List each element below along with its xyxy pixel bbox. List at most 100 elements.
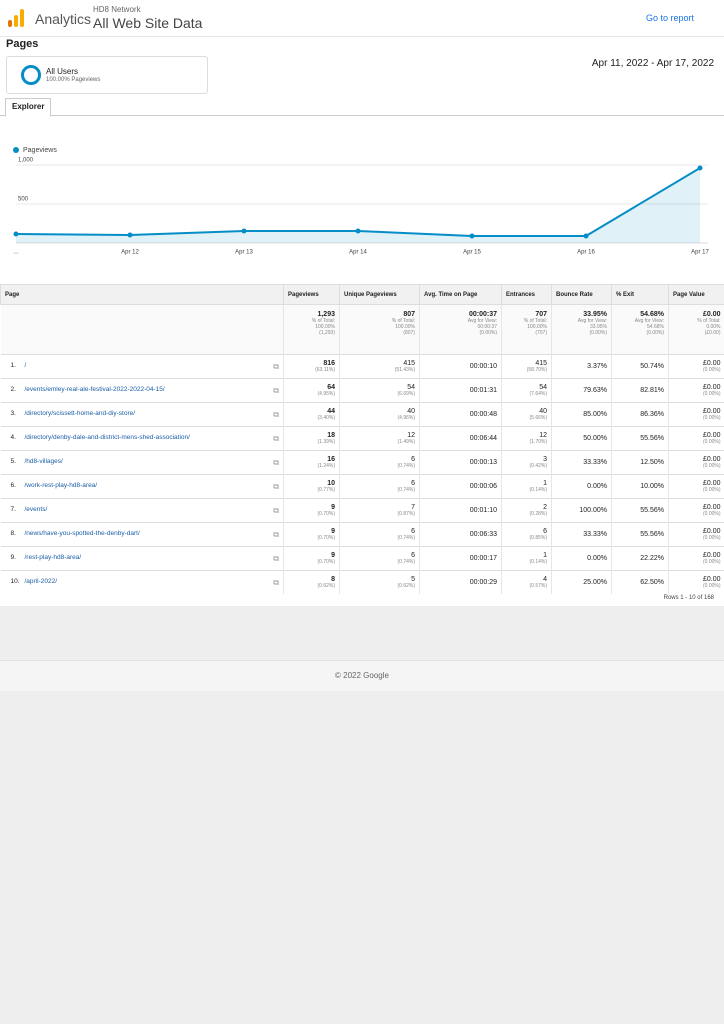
page-link[interactable]: /hd8-villages/	[24, 457, 63, 465]
page-link[interactable]: /directory/scissett-home-and-diy-store/	[24, 409, 136, 417]
cell-detail: (0.14%)	[529, 559, 547, 565]
cell: £0.00 (0.00%)	[668, 426, 724, 451]
column-header[interactable]: Pageviews	[283, 284, 340, 305]
open-icon[interactable]: ⧉	[273, 553, 279, 563]
cell: £0.00% of Total: 0.00% (£0.00)	[668, 304, 724, 355]
cell: 1. / ⧉	[0, 354, 284, 379]
cell-value: 00:00:29	[469, 579, 497, 586]
page-link[interactable]: /rest-play-hd8-area/	[24, 553, 82, 561]
cell-value: 1	[543, 552, 547, 559]
cell-value: 7	[411, 504, 415, 511]
column-header[interactable]: Avg. Time on Page	[419, 284, 502, 305]
open-icon[interactable]: ⧉	[273, 385, 279, 395]
open-icon[interactable]: ⧉	[273, 409, 279, 419]
segment-card[interactable]: All Users 100.00% Pageviews	[6, 56, 208, 94]
pagination: Rows 1 - 10 of 168	[663, 595, 714, 601]
cell: £0.00 (0.00%)	[668, 402, 724, 427]
page-link[interactable]: /news/have-you-spotted-the-denby-dart/	[24, 529, 140, 537]
cell: 1 (0.14%)	[501, 474, 552, 499]
cell-value: 44	[327, 408, 335, 415]
property-name[interactable]: All Web Site Data	[93, 15, 203, 31]
totals-row: 1,293% of Total: 100.00% (1,293) 807% of To…	[0, 304, 724, 355]
cell-value: 00:00:10	[469, 363, 497, 370]
point	[241, 228, 247, 234]
page-link[interactable]: /april-2022/	[24, 577, 58, 585]
column-header[interactable]: Unique Pageviews	[339, 284, 420, 305]
cell-value: 4	[543, 576, 547, 583]
total-detail: (707)	[535, 330, 547, 336]
cell: £0.00 (0.00%)	[668, 522, 724, 547]
cell: 40 (4.96%)	[339, 402, 420, 427]
cell: 00:00:37 Avg for View: 00:00:37 (0.00%)	[419, 304, 502, 355]
cell: 18 (1.39%)	[283, 426, 340, 451]
tab[interactable]: Explorer	[5, 98, 52, 117]
cell: 9 (0.70%)	[283, 498, 340, 523]
cell-detail: (0.62%)	[317, 583, 335, 589]
cell-value: 10.00%	[640, 483, 664, 490]
total-detail: Avg for View:	[467, 318, 497, 324]
cell-value: £0.00	[702, 384, 721, 391]
cell: 0.00%	[551, 546, 612, 571]
cell-detail: (1.39%)	[317, 439, 335, 445]
chart: 500 1,000 … Apr 12 Apr 13 Apr 14 Apr 15 Apr 16 A…	[13, 147, 709, 256]
cell: 8. /news/have-you-spotted-the-denby-dart/…	[0, 522, 284, 547]
cell: 33.33%	[551, 450, 612, 475]
page-link[interactable]: /events/emley-real-ale-festival-2022-202…	[24, 385, 165, 393]
open-icon[interactable]: ⧉	[273, 361, 279, 371]
go-to-report[interactable]: Go to report	[645, 13, 694, 23]
divider	[0, 115, 724, 116]
row-index: 2.	[10, 385, 16, 393]
cell-detail: (0.62%)	[397, 583, 415, 589]
cell-value: 12	[407, 432, 415, 439]
cell-detail: (58.70%)	[526, 367, 547, 373]
cell	[0, 304, 284, 355]
open-icon[interactable]: ⧉	[273, 433, 279, 443]
page-link[interactable]: /events/	[24, 505, 48, 513]
column-header[interactable]: Page Value	[668, 284, 724, 305]
column-header[interactable]: Entrances	[501, 284, 552, 305]
open-icon[interactable]: ⧉	[273, 481, 279, 491]
cell: 16 (1.24%)	[283, 450, 340, 475]
cell: £0.00 (0.00%)	[668, 450, 724, 475]
cell: 12 (1.70%)	[501, 426, 552, 451]
page-link[interactable]: /directory/denby-dale-and-district-mens-…	[24, 433, 190, 441]
cell-detail: (0.70%)	[317, 511, 335, 517]
open-icon[interactable]: ⧉	[273, 529, 279, 539]
cell: 3. /directory/scissett-home-and-diy-store…	[0, 402, 284, 427]
cell-detail: (0.00%)	[702, 559, 721, 565]
open-icon[interactable]: ⧉	[273, 505, 279, 515]
cell-detail: (0.00%)	[702, 415, 721, 421]
cell-value: 55.56%	[640, 531, 664, 538]
cell-value: 82.81%	[640, 387, 664, 394]
cell-detail: (0.00%)	[702, 487, 721, 493]
cell-detail: (0.57%)	[529, 583, 547, 589]
cell-value: 8	[331, 576, 335, 583]
cell: 54 (7.64%)	[501, 378, 552, 403]
data-table: Page Pageviews Unique Pageviews Avg. Time o…	[0, 284, 724, 594]
total-detail: 00:00:37	[477, 324, 497, 330]
cell-value: 85.00%	[583, 411, 607, 418]
open-icon[interactable]: ⧉	[273, 457, 279, 467]
page-link[interactable]: /work-rest-play-hd8-area/	[24, 481, 98, 489]
cell: 22.22%	[611, 546, 669, 571]
open-icon[interactable]: ⧉	[273, 577, 279, 587]
column-header[interactable]: % Exit	[611, 284, 669, 305]
cell-value: 40	[539, 408, 547, 415]
cell: 00:00:17	[419, 546, 502, 571]
cell-detail: (0.70%)	[317, 535, 335, 541]
cell: 10 (0.77%)	[283, 474, 340, 499]
cell-detail: (51.43%)	[394, 367, 415, 373]
column-header[interactable]: Page	[0, 284, 284, 305]
total-detail: % of Total:	[311, 318, 335, 324]
cell: 25.00%	[551, 570, 612, 594]
cell: 55.56%	[611, 426, 669, 451]
cell-value: 6	[411, 480, 415, 487]
column-header[interactable]: Bounce Rate	[551, 284, 612, 305]
table-row: 10./april-2022/⧉ 8 (0.62%) 5 (0.62%) 00:00:29…	[0, 570, 724, 594]
x-tick-label: Apr 12	[121, 250, 139, 256]
page-link[interactable]: /	[24, 361, 27, 369]
legend-label: Pageviews	[23, 147, 57, 154]
table-row: 4. /directory/denby-dale-and-district-men…	[0, 426, 724, 451]
cell: 54.68% Avg for View: 54.68% (0.00%)	[611, 304, 669, 355]
date-range[interactable]: Apr 11, 2022 - Apr 17, 2022	[591, 58, 714, 69]
